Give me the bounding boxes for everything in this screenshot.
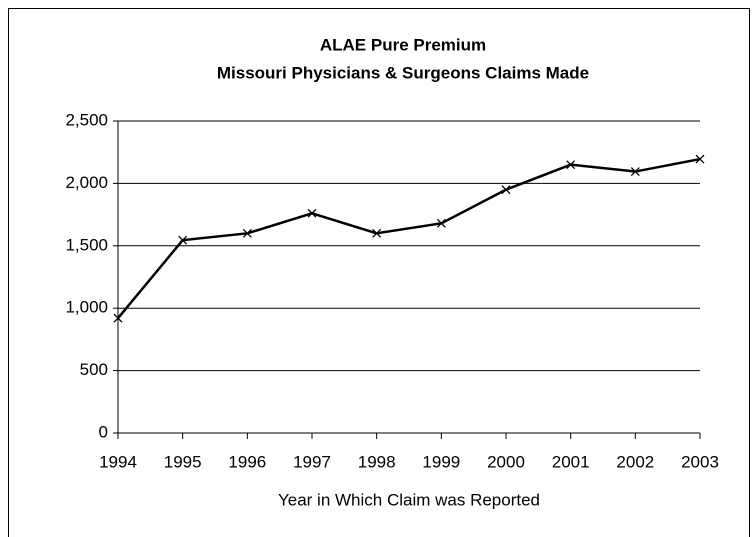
data-marker [242,228,252,238]
chart-frame [8,8,750,537]
data-marker [113,313,123,323]
x-tick-label: 2000 [487,452,525,471]
y-tick-label: 0 [99,422,108,441]
x-tick-label: 1999 [422,452,460,471]
x-tick-label: 1994 [99,452,137,471]
x-tick-label: 2003 [681,452,719,471]
data-marker [630,167,640,177]
data-marker [178,235,188,245]
data-marker [566,160,576,170]
data-marker [501,185,511,195]
x-axis-label: Year in Which Claim was Reported [278,490,540,509]
y-tick-label: 2,000 [65,173,108,192]
x-tick-label: 2002 [616,452,654,471]
chart-title: Missouri Physicians & Surgeons Claims Ma… [217,63,589,82]
data-marker [307,208,317,218]
data-marker [372,228,382,238]
y-tick-label: 1,000 [65,298,108,317]
data-marker [695,154,705,164]
data-marker [436,218,446,228]
y-tick-label: 2,500 [65,110,108,129]
x-tick-label: 1998 [358,452,396,471]
data-line [117,157,701,319]
chart-title: ALAE Pure Premium [320,35,486,54]
x-tick-label: 2001 [552,452,590,471]
x-tick-label: 1996 [228,452,266,471]
y-tick-label: 1,500 [65,235,108,254]
x-tick-label: 1995 [164,452,202,471]
y-tick-label: 500 [80,360,108,379]
x-tick-label: 1997 [293,452,331,471]
